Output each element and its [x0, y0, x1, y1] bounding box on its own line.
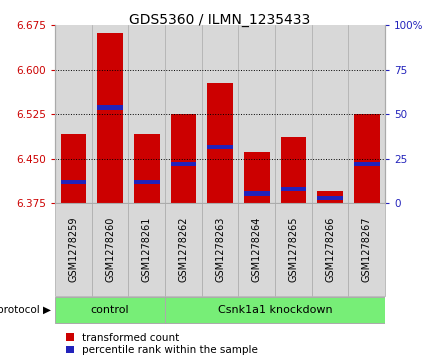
Bar — [275, 203, 312, 296]
Text: Csnk1a1 knockdown: Csnk1a1 knockdown — [218, 305, 332, 315]
Bar — [244, 191, 269, 196]
Bar — [171, 162, 196, 166]
Text: GSM1278262: GSM1278262 — [178, 217, 188, 282]
Bar — [134, 180, 160, 184]
Bar — [312, 25, 348, 203]
Bar — [55, 25, 92, 203]
Bar — [317, 191, 343, 203]
Bar — [134, 134, 160, 203]
Bar — [97, 105, 123, 110]
Bar — [238, 25, 275, 203]
Bar — [55, 297, 165, 323]
Text: GSM1278261: GSM1278261 — [142, 217, 152, 282]
Bar — [281, 187, 306, 191]
Text: control: control — [91, 305, 129, 315]
Text: GSM1278260: GSM1278260 — [105, 217, 115, 282]
Bar — [275, 25, 312, 203]
Bar — [61, 180, 86, 184]
Bar — [55, 203, 92, 296]
Bar — [207, 144, 233, 149]
Text: GDS5360 / ILMN_1235433: GDS5360 / ILMN_1235433 — [129, 13, 311, 27]
Bar — [312, 203, 348, 296]
Bar — [92, 203, 128, 296]
Bar — [165, 203, 202, 296]
Text: GSM1278263: GSM1278263 — [215, 217, 225, 282]
Bar — [128, 25, 165, 203]
Bar — [92, 25, 128, 203]
Bar — [165, 297, 385, 323]
Text: protocol ▶: protocol ▶ — [0, 305, 51, 315]
Text: GSM1278264: GSM1278264 — [252, 217, 262, 282]
Bar — [165, 25, 202, 203]
Text: GSM1278266: GSM1278266 — [325, 217, 335, 282]
Bar — [61, 134, 86, 203]
Bar — [207, 83, 233, 203]
Bar — [238, 203, 275, 296]
Bar — [128, 203, 165, 296]
Bar — [244, 152, 269, 203]
Legend: transformed count, percentile rank within the sample: transformed count, percentile rank withi… — [66, 333, 258, 355]
Bar — [354, 114, 380, 203]
Bar — [348, 25, 385, 203]
Bar — [348, 203, 385, 296]
Text: GSM1278259: GSM1278259 — [68, 217, 78, 282]
Text: GSM1278265: GSM1278265 — [288, 217, 298, 282]
Bar — [171, 114, 196, 203]
Bar — [317, 196, 343, 200]
Text: GSM1278267: GSM1278267 — [362, 217, 372, 282]
Bar — [202, 203, 238, 296]
Bar — [97, 33, 123, 203]
Bar — [202, 25, 238, 203]
Bar — [354, 162, 380, 166]
Bar — [281, 137, 306, 203]
